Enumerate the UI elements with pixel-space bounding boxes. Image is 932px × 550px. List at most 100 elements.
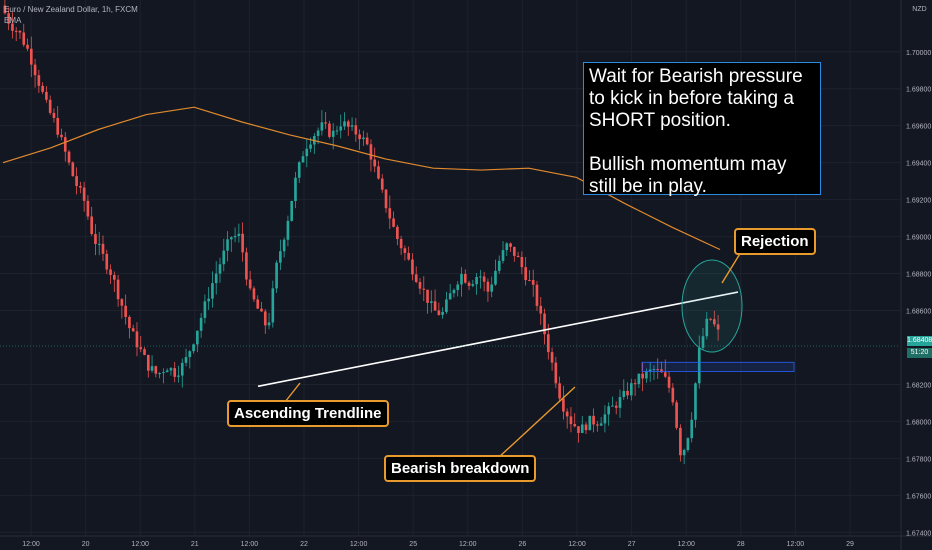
candle-body	[569, 416, 573, 425]
candle-body	[301, 156, 305, 163]
x-tick-label: 12:00	[350, 541, 368, 548]
candle-body	[41, 85, 44, 92]
candle-body	[697, 347, 701, 384]
candle-body	[426, 289, 429, 303]
candle-body	[14, 30, 18, 32]
y-tick-label: 1.69600	[906, 124, 931, 131]
candle-body	[667, 376, 671, 388]
candle-body	[445, 299, 448, 313]
note-line-1: Wait for Bearish pressure to kick in bef…	[589, 66, 803, 131]
candle-body	[60, 134, 63, 138]
chart-header-title: Euro / New Zealand Dollar, 1h, FXCM	[4, 5, 138, 14]
candle-body	[101, 243, 105, 254]
candle-body	[207, 298, 210, 302]
candle-body	[135, 331, 139, 348]
ascending-trendline	[257, 291, 739, 388]
candle-body	[260, 308, 263, 312]
y-tick-label: 1.68000	[906, 419, 931, 426]
candle-body	[71, 162, 75, 177]
candle-body	[716, 324, 720, 330]
candle-body	[150, 366, 154, 371]
candle-body	[203, 301, 207, 318]
candle-body	[388, 208, 392, 219]
candle-body	[494, 270, 497, 285]
candle-body	[237, 233, 241, 236]
candle-body	[48, 99, 52, 113]
candle-body	[305, 148, 309, 157]
candle-body	[290, 201, 294, 221]
candle-body	[611, 405, 614, 407]
x-tick-label: 26	[519, 541, 527, 548]
x-tick-label: 28	[737, 541, 745, 548]
x-tick-label: 12:00	[22, 541, 40, 548]
candle-body	[648, 369, 652, 372]
candle-body	[328, 123, 331, 137]
y-tick-label: 1.67800	[906, 456, 931, 463]
candle-body	[490, 284, 494, 292]
candle-body	[539, 305, 543, 314]
candle-body	[52, 112, 56, 118]
rejection-pointer	[721, 251, 742, 284]
candle-body	[384, 189, 388, 209]
y-tick-label: 1.69800	[906, 87, 931, 94]
x-tick-label: 22	[300, 541, 308, 548]
candle-body	[37, 75, 41, 86]
candle-body	[599, 423, 603, 426]
candle-body	[629, 383, 633, 396]
candle-body	[199, 317, 203, 331]
candle-body	[479, 276, 482, 278]
candle-body	[109, 269, 112, 275]
y-tick-label: 1.69200	[906, 198, 931, 205]
candle-body	[275, 262, 278, 289]
candle-body	[369, 144, 373, 160]
candle-body	[396, 226, 399, 239]
candle-body	[3, 5, 7, 14]
candle-body	[82, 187, 86, 201]
breakdown-pointer	[497, 386, 576, 459]
candle-body	[580, 424, 584, 433]
candles	[3, 0, 720, 465]
candle-body	[218, 264, 222, 274]
candle-body	[120, 299, 124, 306]
y-tick-label: 1.67600	[906, 493, 931, 500]
candle-body	[354, 125, 358, 135]
candle-body	[592, 415, 595, 425]
candle-body	[682, 449, 686, 456]
breakdown-label: Bearish breakdown	[384, 455, 537, 482]
candle-body	[33, 64, 37, 76]
candle-body	[169, 368, 173, 371]
candle-body	[392, 218, 395, 227]
candle-body	[713, 319, 716, 325]
candle-body	[192, 344, 195, 352]
candle-body	[173, 368, 177, 377]
rejection-label: Rejection	[734, 228, 816, 255]
y-tick-label: 1.68800	[906, 272, 931, 279]
candle-body	[75, 176, 78, 186]
candle-body	[633, 383, 637, 385]
candle-body	[146, 354, 150, 371]
y-tick-label: 1.68600	[906, 309, 931, 316]
candle-body	[475, 277, 478, 285]
candle-body	[614, 405, 618, 408]
candle-body	[546, 334, 550, 353]
countdown-tag: 51:20	[907, 348, 932, 358]
candle-body	[267, 322, 271, 326]
x-tick-label: 12:00	[241, 541, 259, 548]
y-tick-label: 1.69000	[906, 235, 931, 242]
candle-body	[554, 362, 558, 384]
candle-body	[184, 357, 188, 363]
candle-body	[573, 424, 577, 427]
candle-body	[403, 248, 407, 253]
candle-body	[467, 282, 471, 286]
candle-body	[482, 276, 486, 282]
candle-body	[562, 398, 565, 412]
candle-body	[701, 336, 705, 348]
candle-body	[358, 134, 361, 140]
x-tick-label: 12:00	[568, 541, 586, 548]
candle-body	[226, 239, 229, 251]
candle-body	[377, 166, 380, 179]
candle-body	[418, 281, 422, 289]
indicator-label[interactable]: EMA	[4, 16, 22, 25]
candle-body	[531, 280, 535, 285]
